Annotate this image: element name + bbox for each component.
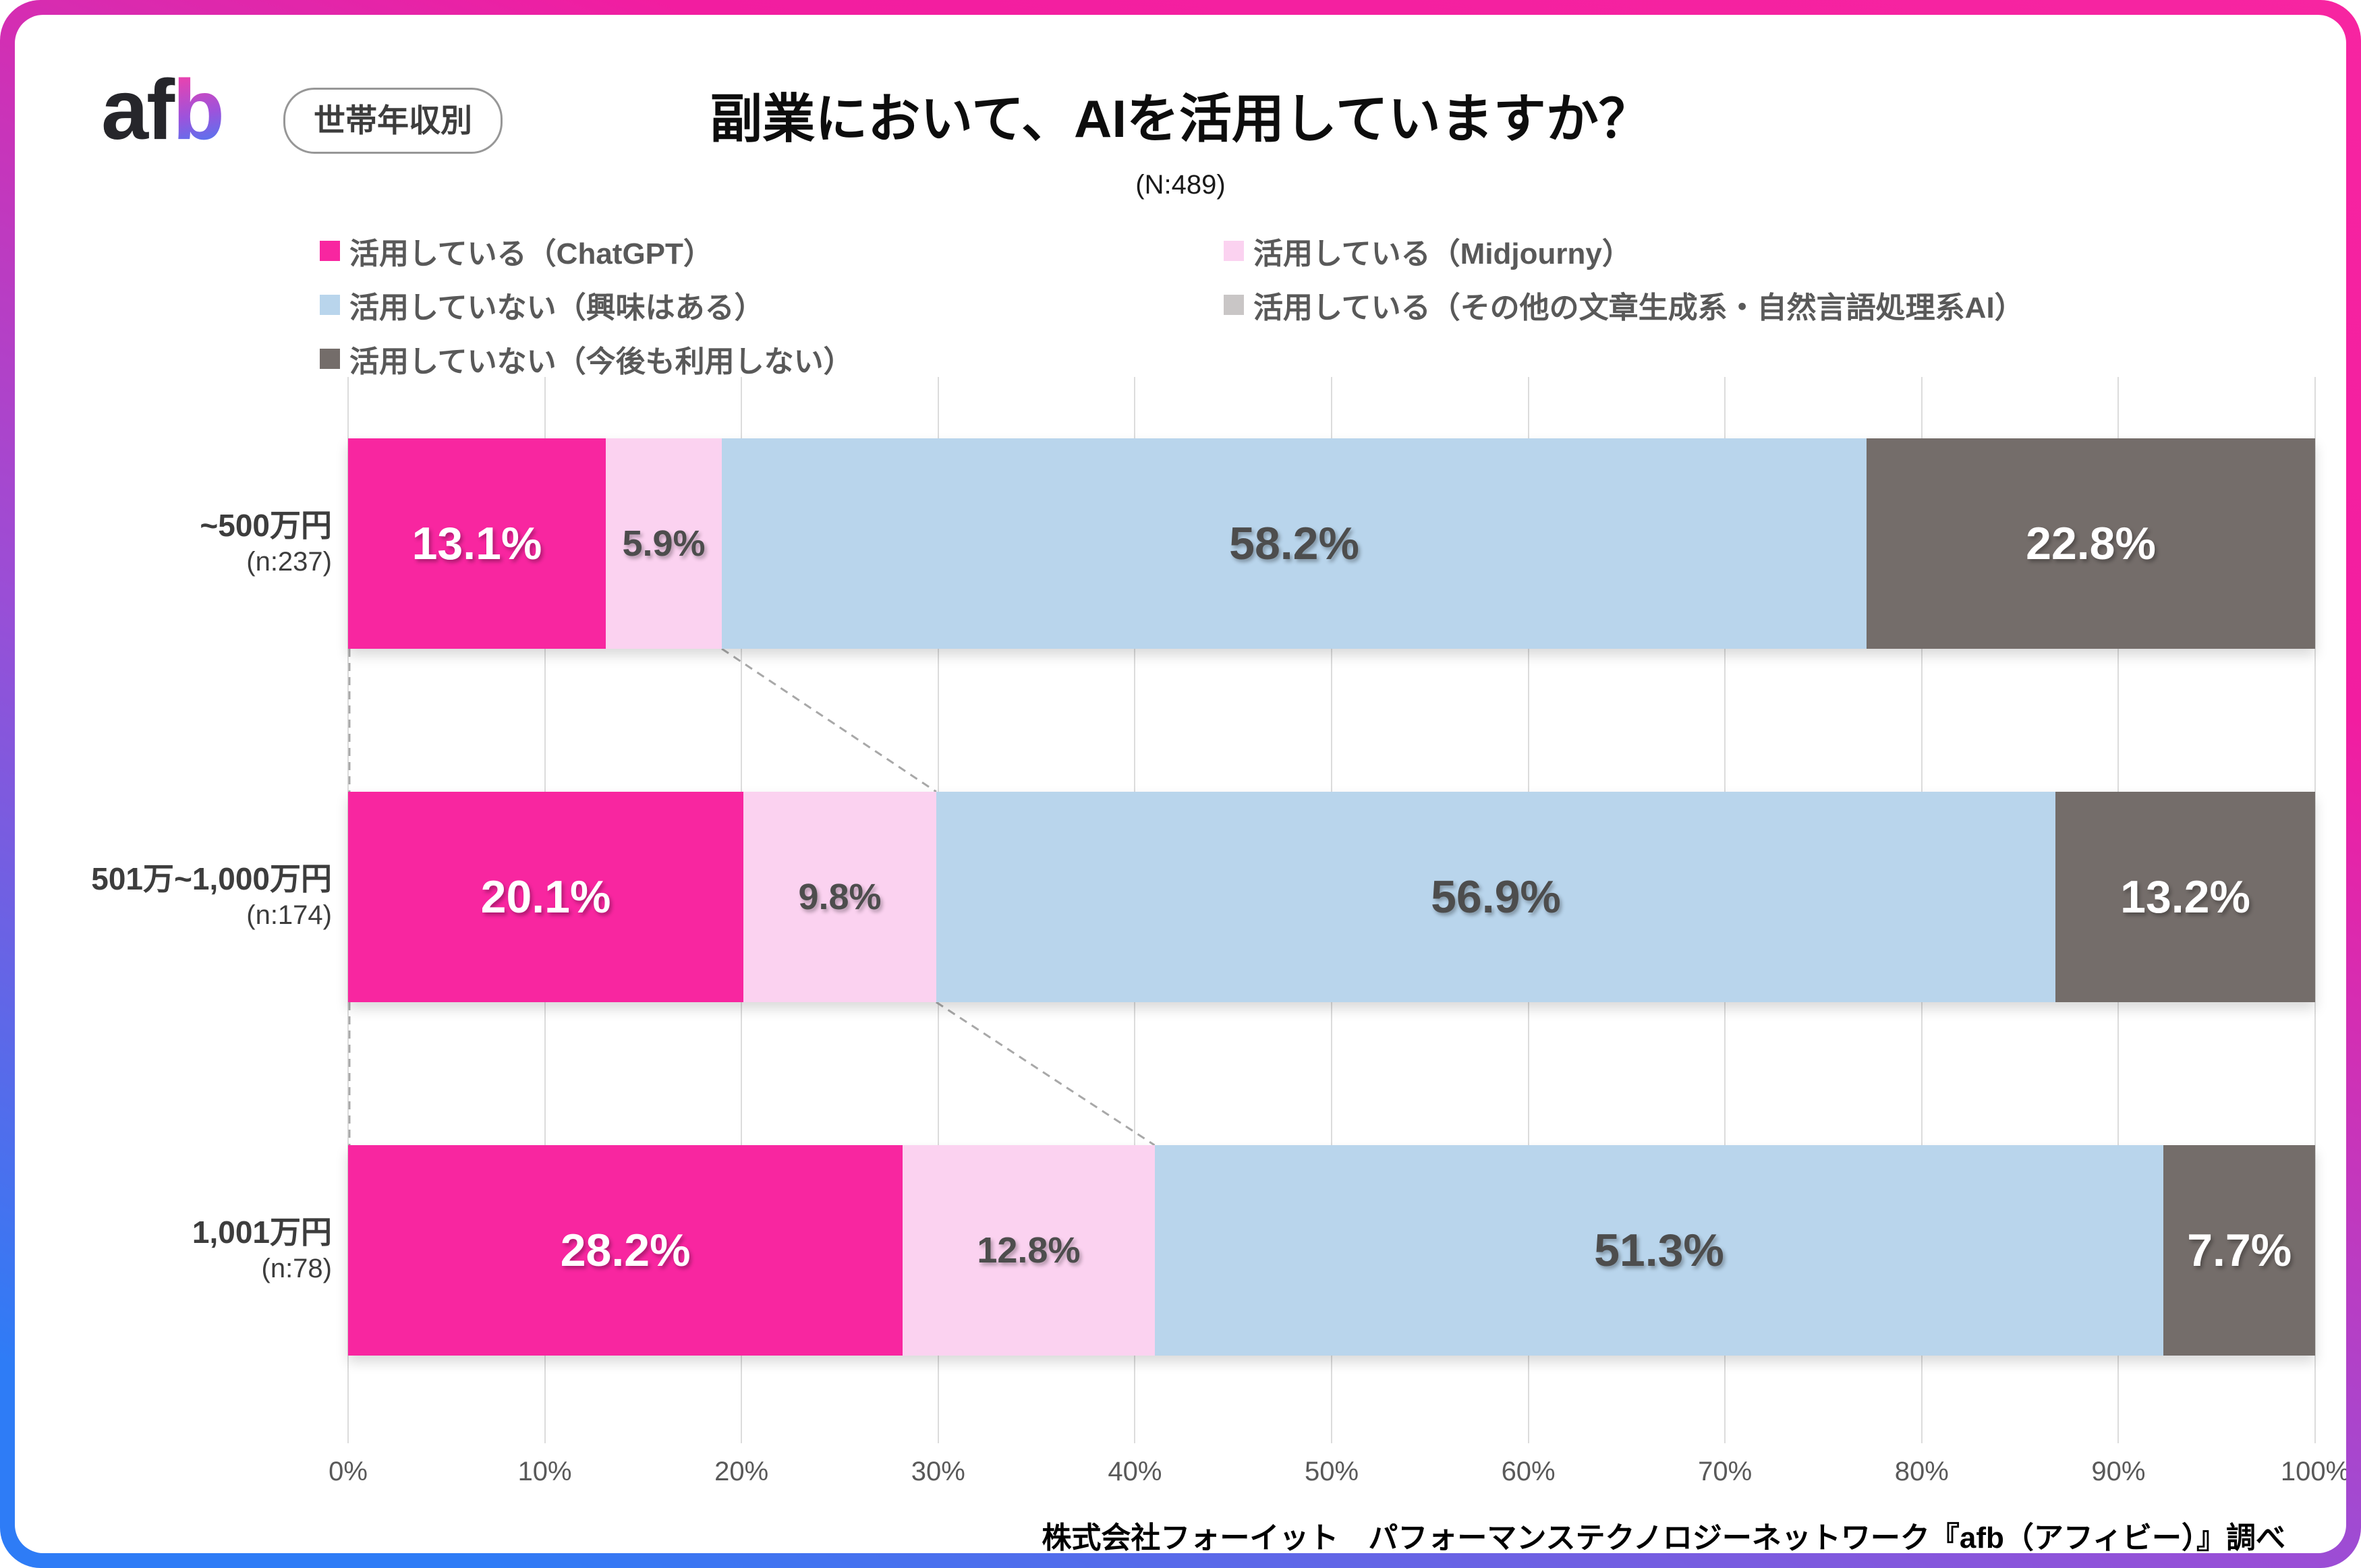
legend-swatch-icon xyxy=(1224,241,1244,261)
legend-label: 活用している（Midjourny） xyxy=(1253,237,1632,270)
bar-segment: 12.8% xyxy=(903,1145,1155,1356)
legend-label: 活用している（ChatGPT） xyxy=(349,237,713,270)
category-sample-size: (n:174) xyxy=(246,900,332,930)
sample-size: (N:489) xyxy=(1135,170,1226,200)
x-tick-label: 10% xyxy=(517,1457,572,1486)
value-label: 22.8% xyxy=(2026,518,2156,569)
category-name: 1,001万円 xyxy=(192,1215,332,1250)
legend-label: 活用していない（今後も利用しない） xyxy=(349,345,853,378)
bar-row: 20.1% 9.8% 56.9% 13.2% xyxy=(348,792,2315,1002)
x-tick-label: 100% xyxy=(2280,1457,2346,1486)
legend-item: 活用している（Midjourny） xyxy=(1224,229,2024,272)
x-tick-label: 90% xyxy=(2091,1457,2146,1486)
category-name: ~500万円 xyxy=(200,508,332,543)
legend-swatch-icon xyxy=(1224,295,1244,315)
afb-logo-af: af xyxy=(101,62,175,157)
legend-label: 活用している（その他の文章生成系・自然言語処理系AI） xyxy=(1253,291,2024,324)
bar-segment: 9.8% xyxy=(743,792,936,1002)
value-label: 9.8% xyxy=(798,877,882,917)
x-tick-label: 60% xyxy=(1501,1457,1556,1486)
chart-title: 副業において、AIを活用していますか？ xyxy=(710,89,1651,148)
value-label: 13.1% xyxy=(411,518,542,569)
bar-segment: 7.7% xyxy=(2163,1145,2315,1356)
category-label: 501万~1,000万円 (n:174) xyxy=(62,859,332,932)
bar-segment: 22.8% xyxy=(1867,438,2315,649)
value-label: 56.9% xyxy=(1431,871,1561,923)
value-label: 28.2% xyxy=(560,1225,691,1276)
infographic-panel: afb 世帯年収別 副業において、AIを活用していますか？ (N:489) 活用… xyxy=(15,15,2346,1553)
category-sample-size: (n:237) xyxy=(246,547,332,577)
afb-logo: afb xyxy=(101,61,225,158)
dashed-connector-line xyxy=(721,647,937,793)
bar-segment: 20.1% xyxy=(348,792,744,1002)
legend-item: 活用している（ChatGPT） xyxy=(320,229,1224,272)
category-labels: ~500万円 (n:237) 501万~1,000万円 (n:174) 1,001万円 (… xyxy=(62,377,332,1443)
value-label: 20.1% xyxy=(480,871,611,923)
plot-area: 13.1% 5.9% 58.2% 22.8% 20.1% 9.8% 56.9% 13.2% 28… xyxy=(347,377,2316,1443)
category-label: ~500万円 (n:237) xyxy=(62,506,332,579)
bar-segment: 58.2% xyxy=(722,438,1867,649)
connector-lines xyxy=(348,647,1156,1146)
value-label: 5.9% xyxy=(622,523,706,564)
x-tick-label: 50% xyxy=(1304,1457,1359,1486)
gridline xyxy=(2314,377,2316,1443)
dashed-connector-line xyxy=(936,1001,1156,1146)
category-name: 501万~1,000万円 xyxy=(91,861,332,896)
legend-item: 活用していない（今後も利用しない） xyxy=(320,337,1224,380)
value-label: 58.2% xyxy=(1229,518,1359,569)
bar-segment: 5.9% xyxy=(605,438,722,649)
x-axis: 0% 10% 20% 30% 40% 50% 60% 70% 80% 90% 100% xyxy=(329,1457,2346,1490)
source-note: 株式会社フォーイット パフォーマンステクノロジーネットワーク『afb（アフィビー… xyxy=(1042,1521,2285,1553)
bar-row: 13.1% 5.9% 58.2% 22.8% xyxy=(348,438,2315,649)
afb-logo-b: b xyxy=(173,62,225,157)
x-tick-label: 0% xyxy=(329,1457,368,1486)
bar-segment: 51.3% xyxy=(1154,1145,2164,1356)
legend-label: 活用していない（興味はある） xyxy=(349,291,764,324)
category-label: 1,001万円 (n:78) xyxy=(62,1213,332,1285)
value-label: 12.8% xyxy=(977,1230,1081,1271)
bar-segment: 56.9% xyxy=(936,792,2056,1002)
legend-swatch-icon xyxy=(320,295,340,315)
value-label: 51.3% xyxy=(1594,1225,1724,1276)
legend-swatch-icon xyxy=(320,349,340,369)
legend-item: 活用していない（興味はある） xyxy=(320,283,1224,326)
value-label: 7.7% xyxy=(2187,1225,2292,1276)
x-tick-label: 40% xyxy=(1108,1457,1162,1486)
x-tick-label: 80% xyxy=(1894,1457,1949,1486)
legend: 活用している（ChatGPT） 活用している（Midjourny） 活用していない（… xyxy=(320,229,2024,380)
value-label: 13.2% xyxy=(2120,871,2250,923)
legend-swatch-icon xyxy=(320,241,340,261)
x-tick-label: 20% xyxy=(714,1457,769,1486)
income-category-badge: 世帯年収別 xyxy=(283,88,503,154)
legend-item: 活用している（その他の文章生成系・自然言語処理系AI） xyxy=(1224,283,2024,326)
bar-segment: 13.2% xyxy=(2055,792,2315,1002)
bar-row: 28.2% 12.8% 51.3% 7.7% xyxy=(348,1145,2315,1356)
x-tick-label: 70% xyxy=(1698,1457,1753,1486)
bar-segment: 28.2% xyxy=(348,1145,903,1356)
category-sample-size: (n:78) xyxy=(261,1254,333,1283)
bar-segment: 13.1% xyxy=(348,438,606,649)
x-tick-label: 30% xyxy=(911,1457,965,1486)
